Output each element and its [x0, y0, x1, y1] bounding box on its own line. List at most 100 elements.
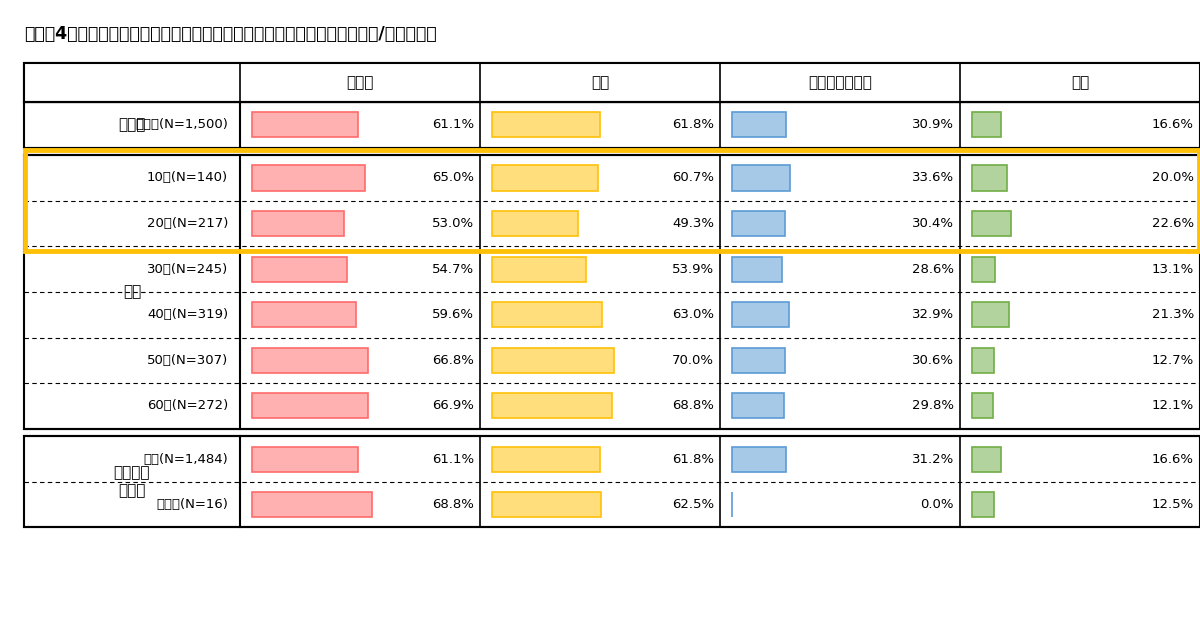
Text: 61.8%: 61.8%	[672, 118, 714, 131]
Text: 60代(N=272): 60代(N=272)	[146, 399, 228, 412]
Bar	[972, 112, 1001, 137]
Text: 53.0%: 53.0%	[432, 217, 474, 230]
Text: 非利用(N=16): 非利用(N=16)	[156, 498, 228, 511]
Bar	[972, 348, 994, 373]
Bar	[252, 256, 347, 282]
Text: 20.0%: 20.0%	[1152, 172, 1194, 184]
Bar	[252, 348, 368, 373]
Bar	[24, 292, 1200, 337]
Bar	[972, 446, 1001, 472]
Bar	[252, 492, 372, 517]
Bar	[732, 112, 786, 137]
Text: 22.6%: 22.6%	[1152, 217, 1194, 230]
Text: 新聞: 新聞	[590, 75, 610, 90]
Bar	[492, 348, 613, 373]
Text: 68.8%: 68.8%	[672, 399, 714, 412]
Text: 全年代: 全年代	[119, 117, 145, 132]
Bar	[24, 201, 1200, 246]
Bar	[492, 112, 600, 137]
Text: 21.3%: 21.3%	[1152, 308, 1194, 321]
Text: 32.9%: 32.9%	[912, 308, 954, 321]
Bar	[24, 63, 1200, 102]
Text: 28.6%: 28.6%	[912, 263, 954, 275]
Bar	[24, 155, 1200, 201]
Text: インターネット: インターネット	[808, 75, 872, 90]
Text: 29.8%: 29.8%	[912, 399, 954, 412]
Bar	[492, 492, 601, 517]
Text: 雑誌: 雑誌	[1070, 75, 1090, 90]
Text: 31.2%: 31.2%	[912, 453, 954, 465]
Text: 61.1%: 61.1%	[432, 453, 474, 465]
Bar	[24, 436, 1200, 527]
Bar	[24, 482, 1200, 527]
Text: 【令和4年度】各メディアの信頼度（全年代・年代別・インターネット利用/非利用別）: 【令和4年度】各メディアの信頼度（全年代・年代別・インターネット利用/非利用別）	[24, 25, 437, 43]
Text: 16.6%: 16.6%	[1152, 453, 1194, 465]
Text: 30.9%: 30.9%	[912, 118, 954, 131]
Bar	[492, 256, 586, 282]
Bar	[492, 165, 598, 191]
Text: インターネット: インターネット	[808, 75, 872, 90]
Text: 50代(N=307): 50代(N=307)	[146, 354, 228, 367]
Text: 63.0%: 63.0%	[672, 308, 714, 321]
Text: 雑誌: 雑誌	[1070, 75, 1090, 90]
Bar	[732, 348, 785, 373]
Bar	[252, 165, 365, 191]
Text: テレビ: テレビ	[347, 75, 373, 90]
Text: 13.1%: 13.1%	[1152, 263, 1194, 275]
Text: 60.7%: 60.7%	[672, 172, 714, 184]
Bar	[972, 393, 994, 418]
Bar	[492, 211, 577, 236]
Bar	[24, 246, 1200, 292]
Bar	[732, 302, 790, 327]
Bar	[732, 256, 781, 282]
Text: 30.6%: 30.6%	[912, 354, 954, 367]
Bar	[24, 155, 1200, 429]
Text: 61.8%: 61.8%	[672, 453, 714, 465]
Bar	[972, 492, 994, 517]
Bar	[972, 256, 995, 282]
Text: 16.6%: 16.6%	[1152, 118, 1194, 131]
Text: 10代(N=140): 10代(N=140)	[146, 172, 228, 184]
Text: 40代(N=319): 40代(N=319)	[146, 308, 228, 321]
Text: 54.7%: 54.7%	[432, 263, 474, 275]
Bar	[972, 165, 1007, 191]
Text: 66.8%: 66.8%	[432, 354, 474, 367]
Text: 20代(N=217): 20代(N=217)	[146, 217, 228, 230]
Bar	[24, 63, 1200, 102]
Bar	[24, 102, 1200, 147]
Text: 70.0%: 70.0%	[672, 354, 714, 367]
Text: 68.8%: 68.8%	[432, 498, 474, 511]
Text: 33.6%: 33.6%	[912, 172, 954, 184]
Text: テレビ: テレビ	[347, 75, 373, 90]
Text: 61.1%: 61.1%	[432, 118, 474, 131]
Bar	[24, 436, 1200, 482]
Bar	[252, 112, 359, 137]
Bar	[732, 165, 791, 191]
Bar	[732, 446, 786, 472]
Bar	[492, 446, 600, 472]
Text: 30.4%: 30.4%	[912, 217, 954, 230]
Text: 全年代(N=1,500): 全年代(N=1,500)	[136, 118, 228, 131]
Text: 49.3%: 49.3%	[672, 217, 714, 230]
Bar	[252, 302, 355, 327]
Text: 65.0%: 65.0%	[432, 172, 474, 184]
Text: 0.0%: 0.0%	[920, 498, 954, 511]
Text: 12.5%: 12.5%	[1152, 498, 1194, 511]
Text: 利用(N=1,484): 利用(N=1,484)	[143, 453, 228, 465]
Bar	[732, 393, 784, 418]
Text: 新聞: 新聞	[590, 75, 610, 90]
Bar	[732, 211, 785, 236]
Text: 66.9%: 66.9%	[432, 399, 474, 412]
Bar	[24, 337, 1200, 383]
Text: 53.9%: 53.9%	[672, 263, 714, 275]
Bar	[24, 102, 1200, 147]
Text: 62.5%: 62.5%	[672, 498, 714, 511]
Text: 年代: 年代	[122, 284, 142, 299]
Bar	[972, 302, 1009, 327]
Bar	[492, 302, 601, 327]
Bar	[25, 150, 1199, 251]
Text: 30代(N=245): 30代(N=245)	[146, 263, 228, 275]
Bar	[972, 211, 1012, 236]
Text: 12.1%: 12.1%	[1152, 399, 1194, 412]
Bar	[24, 383, 1200, 429]
